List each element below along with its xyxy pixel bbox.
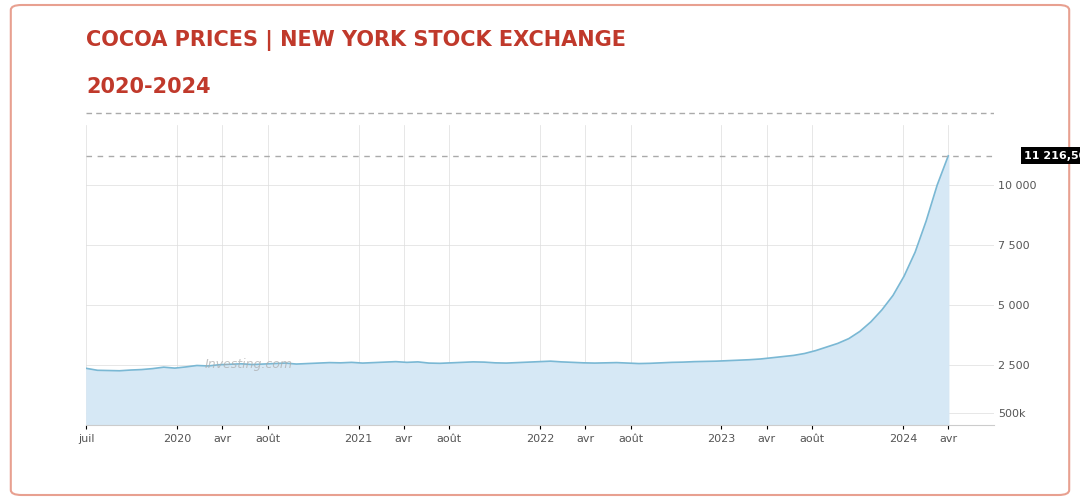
Text: 11 216,50: 11 216,50	[1024, 151, 1080, 161]
Text: COCOA PRICES | NEW YORK STOCK EXCHANGE: COCOA PRICES | NEW YORK STOCK EXCHANGE	[86, 30, 626, 51]
Text: Investing.com: Investing.com	[204, 358, 293, 371]
Text: 2020-2024: 2020-2024	[86, 77, 211, 97]
FancyBboxPatch shape	[11, 5, 1069, 495]
